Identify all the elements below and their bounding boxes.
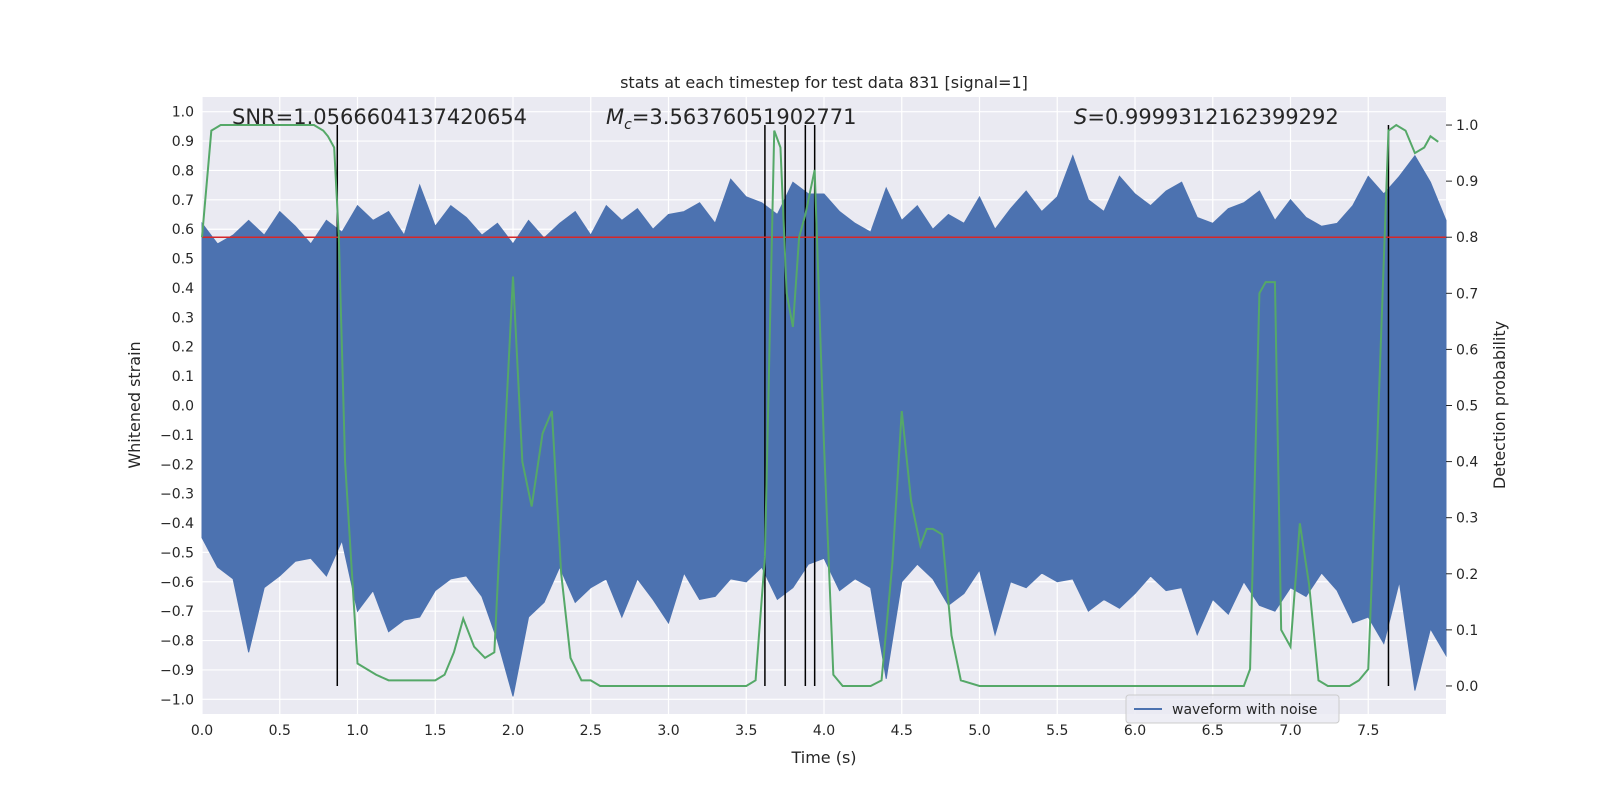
- legend: waveform with noise: [1125, 694, 1340, 724]
- x-tick-label: 0.0: [191, 723, 213, 739]
- y2-tick-label: 0.4: [1456, 455, 1478, 471]
- x-tick-label: 2.0: [502, 723, 524, 739]
- mc-value: =3.56376051902771: [632, 105, 857, 129]
- y2-tick-label: 0.6: [1456, 342, 1478, 358]
- y-tick-label: 1.0: [172, 105, 194, 121]
- y2-axis-label: Detection probability: [1490, 321, 1509, 489]
- x-tick-label: 4.5: [891, 723, 913, 739]
- y-tick-label: −0.1: [160, 428, 194, 444]
- y-tick-label: −0.9: [160, 663, 194, 679]
- mc-symbol: M: [606, 105, 624, 129]
- y-tick-label: 0.1: [172, 369, 194, 385]
- y2-tick-labels: 1.0 0.9 0.8 0.7 0.6 0.5 0.4 0.3 0.2 0.1 0.0: [1446, 118, 1478, 695]
- y-tick-label: 0.0: [172, 399, 194, 415]
- y-tick-label: −0.3: [160, 487, 194, 503]
- x-tick-label: 1.0: [346, 723, 368, 739]
- y-tick-label: −1.0: [160, 692, 194, 708]
- x-tick-labels: 0.0 0.5 1.0 1.5 2.0 2.5 3.0 3.5 4.0 4.5 5.0 5.5 6.0 6…: [191, 723, 1380, 739]
- y-tick-label: 0.4: [172, 281, 194, 297]
- chirp-mass-annotation: Mc=3.56376051902771: [606, 105, 857, 133]
- legend-label: waveform with noise: [1172, 702, 1317, 718]
- x-tick-label: 6.5: [1202, 723, 1224, 739]
- y-tick-label: −0.2: [160, 457, 194, 473]
- y2-tick-label: 0.3: [1456, 511, 1478, 527]
- x-tick-label: 1.5: [424, 723, 446, 739]
- x-tick-label: 5.0: [968, 723, 990, 739]
- y-tick-label: −0.6: [160, 575, 194, 591]
- y-tick-label: −0.8: [160, 634, 194, 650]
- s-value: =0.9999312162399292: [1087, 105, 1338, 129]
- y-tick-label: −0.7: [160, 604, 194, 620]
- x-tick-label: 3.0: [657, 723, 679, 739]
- snr-annotation: SNR=1.0566604137420654: [232, 105, 527, 129]
- x-tick-label: 0.5: [269, 723, 291, 739]
- x-tick-label: 7.5: [1357, 723, 1379, 739]
- y2-tick-label: 0.0: [1456, 679, 1478, 695]
- y2-tick-label: 0.8: [1456, 230, 1478, 246]
- y2-tick-label: 0.1: [1456, 623, 1478, 639]
- s-symbol: S: [1074, 105, 1087, 129]
- legend-box: [1125, 694, 1340, 724]
- mc-subscript: c: [624, 117, 632, 133]
- chart-title: stats at each timestep for test data 831…: [620, 73, 1028, 92]
- y-tick-labels: 1.0 0.9 0.8 0.7 0.6 0.5 0.4 0.3 0.2 0.1 0.0 −0.1 −0.…: [160, 105, 194, 709]
- y2-tick-label: 1.0: [1456, 118, 1478, 134]
- y-tick-label: 0.2: [172, 340, 194, 356]
- x-tick-label: 3.5: [735, 723, 757, 739]
- x-tick-label: 7.0: [1279, 723, 1301, 739]
- x-tick-label: 2.5: [580, 723, 602, 739]
- x-tick-label: 6.0: [1124, 723, 1146, 739]
- y-tick-label: 0.8: [172, 163, 194, 179]
- y2-tick-label: 0.7: [1456, 286, 1478, 302]
- y-tick-label: −0.4: [160, 516, 194, 532]
- x-axis-label: Time (s): [790, 748, 856, 767]
- x-tick-label: 4.0: [813, 723, 835, 739]
- y-tick-label: 0.3: [172, 310, 194, 326]
- x-tick-label: 5.5: [1046, 723, 1068, 739]
- s-annotation: S=0.9999312162399292: [1074, 105, 1339, 129]
- detection-probability-line: [201, 123, 1439, 687]
- y-tick-label: 0.7: [172, 193, 194, 209]
- y2-tick-label: 0.5: [1456, 399, 1478, 415]
- y-tick-label: 0.6: [172, 222, 194, 238]
- y-tick-label: −0.5: [160, 545, 194, 561]
- y-tick-label: 0.5: [172, 252, 194, 268]
- y2-tick-label: 0.9: [1456, 174, 1478, 190]
- y-tick-label: 0.9: [172, 134, 194, 150]
- y2-tick-label: 0.2: [1456, 567, 1478, 583]
- y-axis-label: Whitened strain: [125, 341, 144, 468]
